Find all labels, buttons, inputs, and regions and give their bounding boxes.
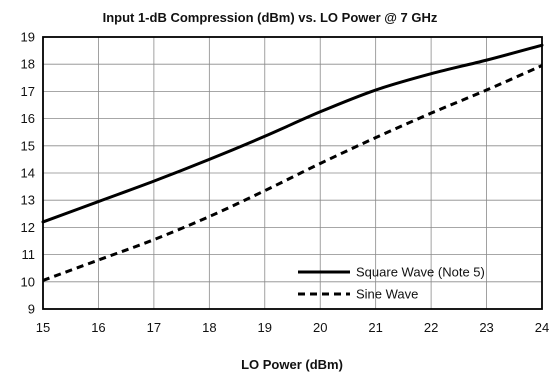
x-tick-label: 19 <box>258 320 272 335</box>
legend-label-2: Sine Wave <box>356 287 418 302</box>
series-line-2 <box>42 64 543 282</box>
y-tick-label: 11 <box>22 247 36 262</box>
y-tick-label: 17 <box>21 84 35 99</box>
y-tick-label: 19 <box>21 30 35 45</box>
x-tick-label: 17 <box>147 320 161 335</box>
series-line-1 <box>41 43 544 224</box>
y-tick-label: 16 <box>21 111 35 126</box>
chart-title: Input 1-dB Compression (dBm) vs. LO Powe… <box>103 10 438 25</box>
x-tick-label: 21 <box>368 320 382 335</box>
tick-labels: 15 16 17 18 19 20 21 22 23 24 9 10 11 12 13 14 15 16 17 18 1… <box>21 30 550 336</box>
legend: Square Wave (Note 5) Sine Wave <box>298 265 485 302</box>
series-layer <box>41 43 544 282</box>
y-tick-label: 10 <box>21 274 35 289</box>
y-tick-label: 15 <box>21 138 35 153</box>
plot-frame <box>42 36 543 310</box>
x-tick-label: 23 <box>479 320 493 335</box>
legend-label-1: Square Wave (Note 5) <box>356 265 485 280</box>
y-tick-label: 14 <box>21 166 35 181</box>
x-tick-label: 15 <box>36 320 50 335</box>
y-tick-label: 9 <box>28 302 35 317</box>
x-tick-label: 20 <box>313 320 327 335</box>
x-axis-label: LO Power (dBm) <box>241 357 343 372</box>
x-tick-label: 22 <box>424 320 438 335</box>
y-tick-label: 18 <box>21 57 35 72</box>
grid <box>43 37 542 309</box>
x-tick-label: 16 <box>91 320 105 335</box>
x-tick-label: 18 <box>202 320 216 335</box>
y-tick-label: 12 <box>21 220 35 235</box>
x-tick-label: 24 <box>535 320 549 335</box>
y-tick-label: 13 <box>21 193 35 208</box>
